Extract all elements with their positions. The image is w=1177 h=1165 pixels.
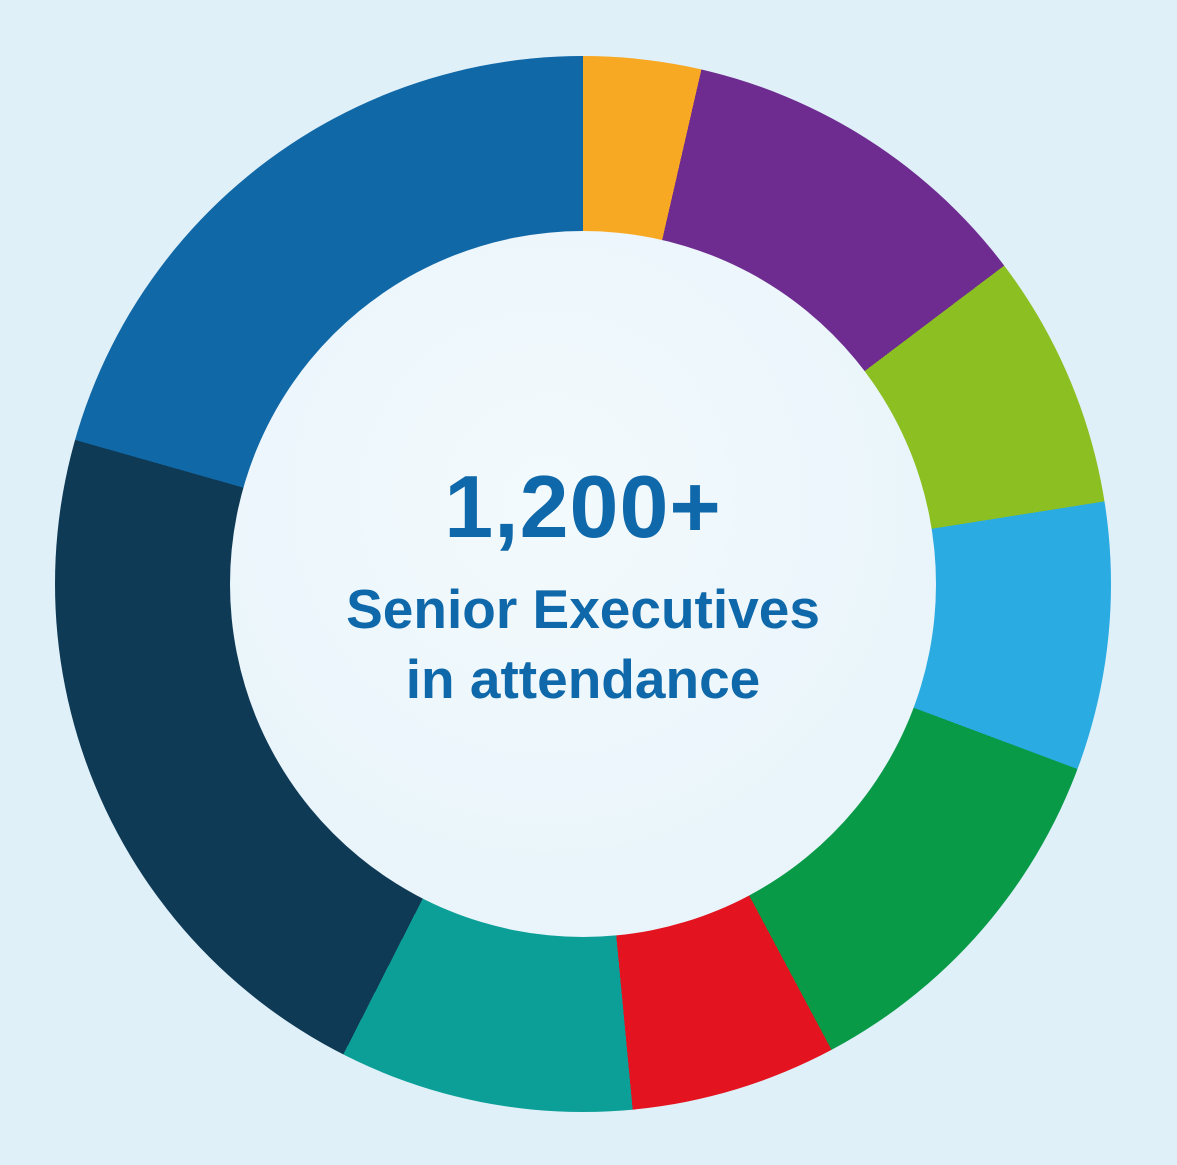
stat-caption-line2: in attendance — [405, 648, 761, 711]
donut-chart: 1,200+ Senior Executives in attendance — [55, 56, 1111, 1112]
stat-number: 1,200+ — [444, 457, 722, 557]
stat-caption-line1: Senior Executives — [346, 577, 820, 640]
donut-center: 1,200+ Senior Executives in attendance — [230, 231, 936, 937]
